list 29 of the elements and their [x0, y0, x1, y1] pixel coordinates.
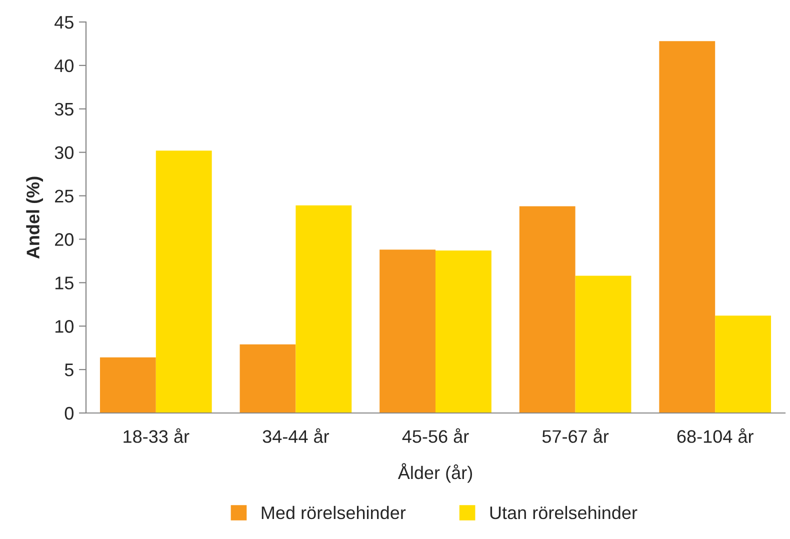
y-tick-label: 0	[64, 406, 74, 420]
y-tick-label: 5	[64, 364, 74, 376]
x-tick-label: 68-104 år	[677, 428, 754, 443]
x-axis-title: Ålder (år)	[398, 463, 472, 483]
x-tick-label: 45-56 år	[402, 428, 469, 443]
x-tick-label: 57-67 år	[542, 428, 609, 443]
bar	[436, 250, 492, 413]
bar	[240, 344, 296, 413]
y-tick-label: 35	[54, 102, 74, 116]
y-tick-label: 20	[55, 233, 74, 246]
bar	[715, 316, 772, 413]
y-tick-label: 25	[55, 190, 74, 202]
x-tick-label: 18-33 år	[124, 428, 190, 443]
y-tick-label: 30	[54, 146, 74, 160]
legend-label: Med rörelsehinder	[262, 506, 406, 520]
y-tick-label: 45	[54, 16, 74, 29]
bar	[519, 206, 576, 413]
y-axis-title: Andel (%)	[26, 176, 43, 259]
bar	[156, 150, 212, 413]
bar	[296, 205, 352, 413]
y-tick-label: 10	[55, 320, 74, 333]
bar	[659, 41, 716, 413]
bar	[575, 276, 632, 413]
legend-label: Utan rörelsehinder	[490, 506, 638, 520]
bar	[100, 357, 156, 413]
y-tick-label: 40	[54, 59, 74, 72]
bar	[380, 250, 436, 413]
x-tick-label: 34-44 år	[262, 428, 330, 443]
y-tick-label: 15	[55, 276, 74, 290]
